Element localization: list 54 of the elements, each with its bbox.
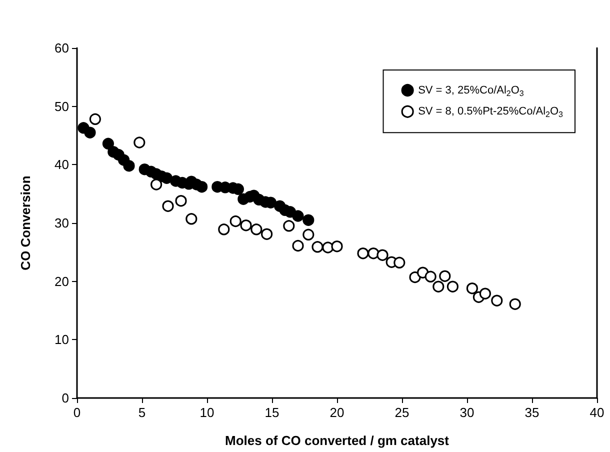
x-tick-label: 0 bbox=[73, 405, 81, 420]
point bbox=[322, 242, 334, 254]
y-tick-label: 60 bbox=[54, 40, 69, 56]
point bbox=[479, 288, 491, 300]
point bbox=[302, 228, 314, 240]
y-tick-label: 10 bbox=[54, 332, 69, 348]
y-tick-label: 0 bbox=[62, 390, 69, 406]
y-tick-label: 50 bbox=[54, 98, 69, 114]
point bbox=[84, 126, 96, 138]
point bbox=[394, 256, 406, 268]
x-tick-label: 10 bbox=[200, 405, 214, 420]
point bbox=[424, 270, 436, 282]
point bbox=[218, 224, 230, 236]
point bbox=[186, 213, 198, 225]
x-tick-label: 35 bbox=[524, 405, 540, 420]
point bbox=[509, 298, 521, 310]
point bbox=[240, 220, 252, 232]
point bbox=[312, 241, 324, 253]
point bbox=[357, 248, 369, 260]
point bbox=[466, 282, 478, 294]
point bbox=[292, 210, 304, 222]
y-tick-label: 40 bbox=[54, 157, 69, 172]
point bbox=[230, 215, 242, 228]
point bbox=[376, 249, 388, 261]
point bbox=[331, 240, 343, 252]
x-tick-label: 5 bbox=[138, 405, 146, 420]
point bbox=[368, 248, 380, 260]
point bbox=[292, 240, 304, 252]
point bbox=[302, 214, 314, 226]
point bbox=[196, 181, 208, 193]
point bbox=[491, 294, 503, 306]
x-tick-label: 40 bbox=[590, 405, 604, 420]
x-tick-label: 20 bbox=[330, 405, 344, 420]
y-tick-label: 20 bbox=[54, 274, 69, 289]
x-tick-label: 15 bbox=[264, 405, 280, 420]
y-axis-title: CO Conversion bbox=[18, 176, 33, 270]
point bbox=[439, 270, 451, 282]
x-tick-label: 30 bbox=[460, 405, 474, 420]
point bbox=[446, 280, 458, 292]
x-axis-title: Moles of CO converted / gm catalyst bbox=[225, 433, 450, 448]
point bbox=[261, 228, 273, 240]
x-tick-label: 25 bbox=[394, 405, 410, 420]
point bbox=[102, 138, 114, 150]
point bbox=[150, 178, 162, 190]
point bbox=[134, 136, 146, 148]
point bbox=[409, 271, 421, 284]
point bbox=[250, 224, 262, 236]
point bbox=[432, 280, 444, 292]
point bbox=[283, 220, 295, 232]
point bbox=[162, 200, 174, 212]
y-tick-label: 30 bbox=[54, 216, 69, 230]
point bbox=[89, 113, 101, 125]
point bbox=[175, 195, 187, 207]
point bbox=[123, 160, 135, 172]
